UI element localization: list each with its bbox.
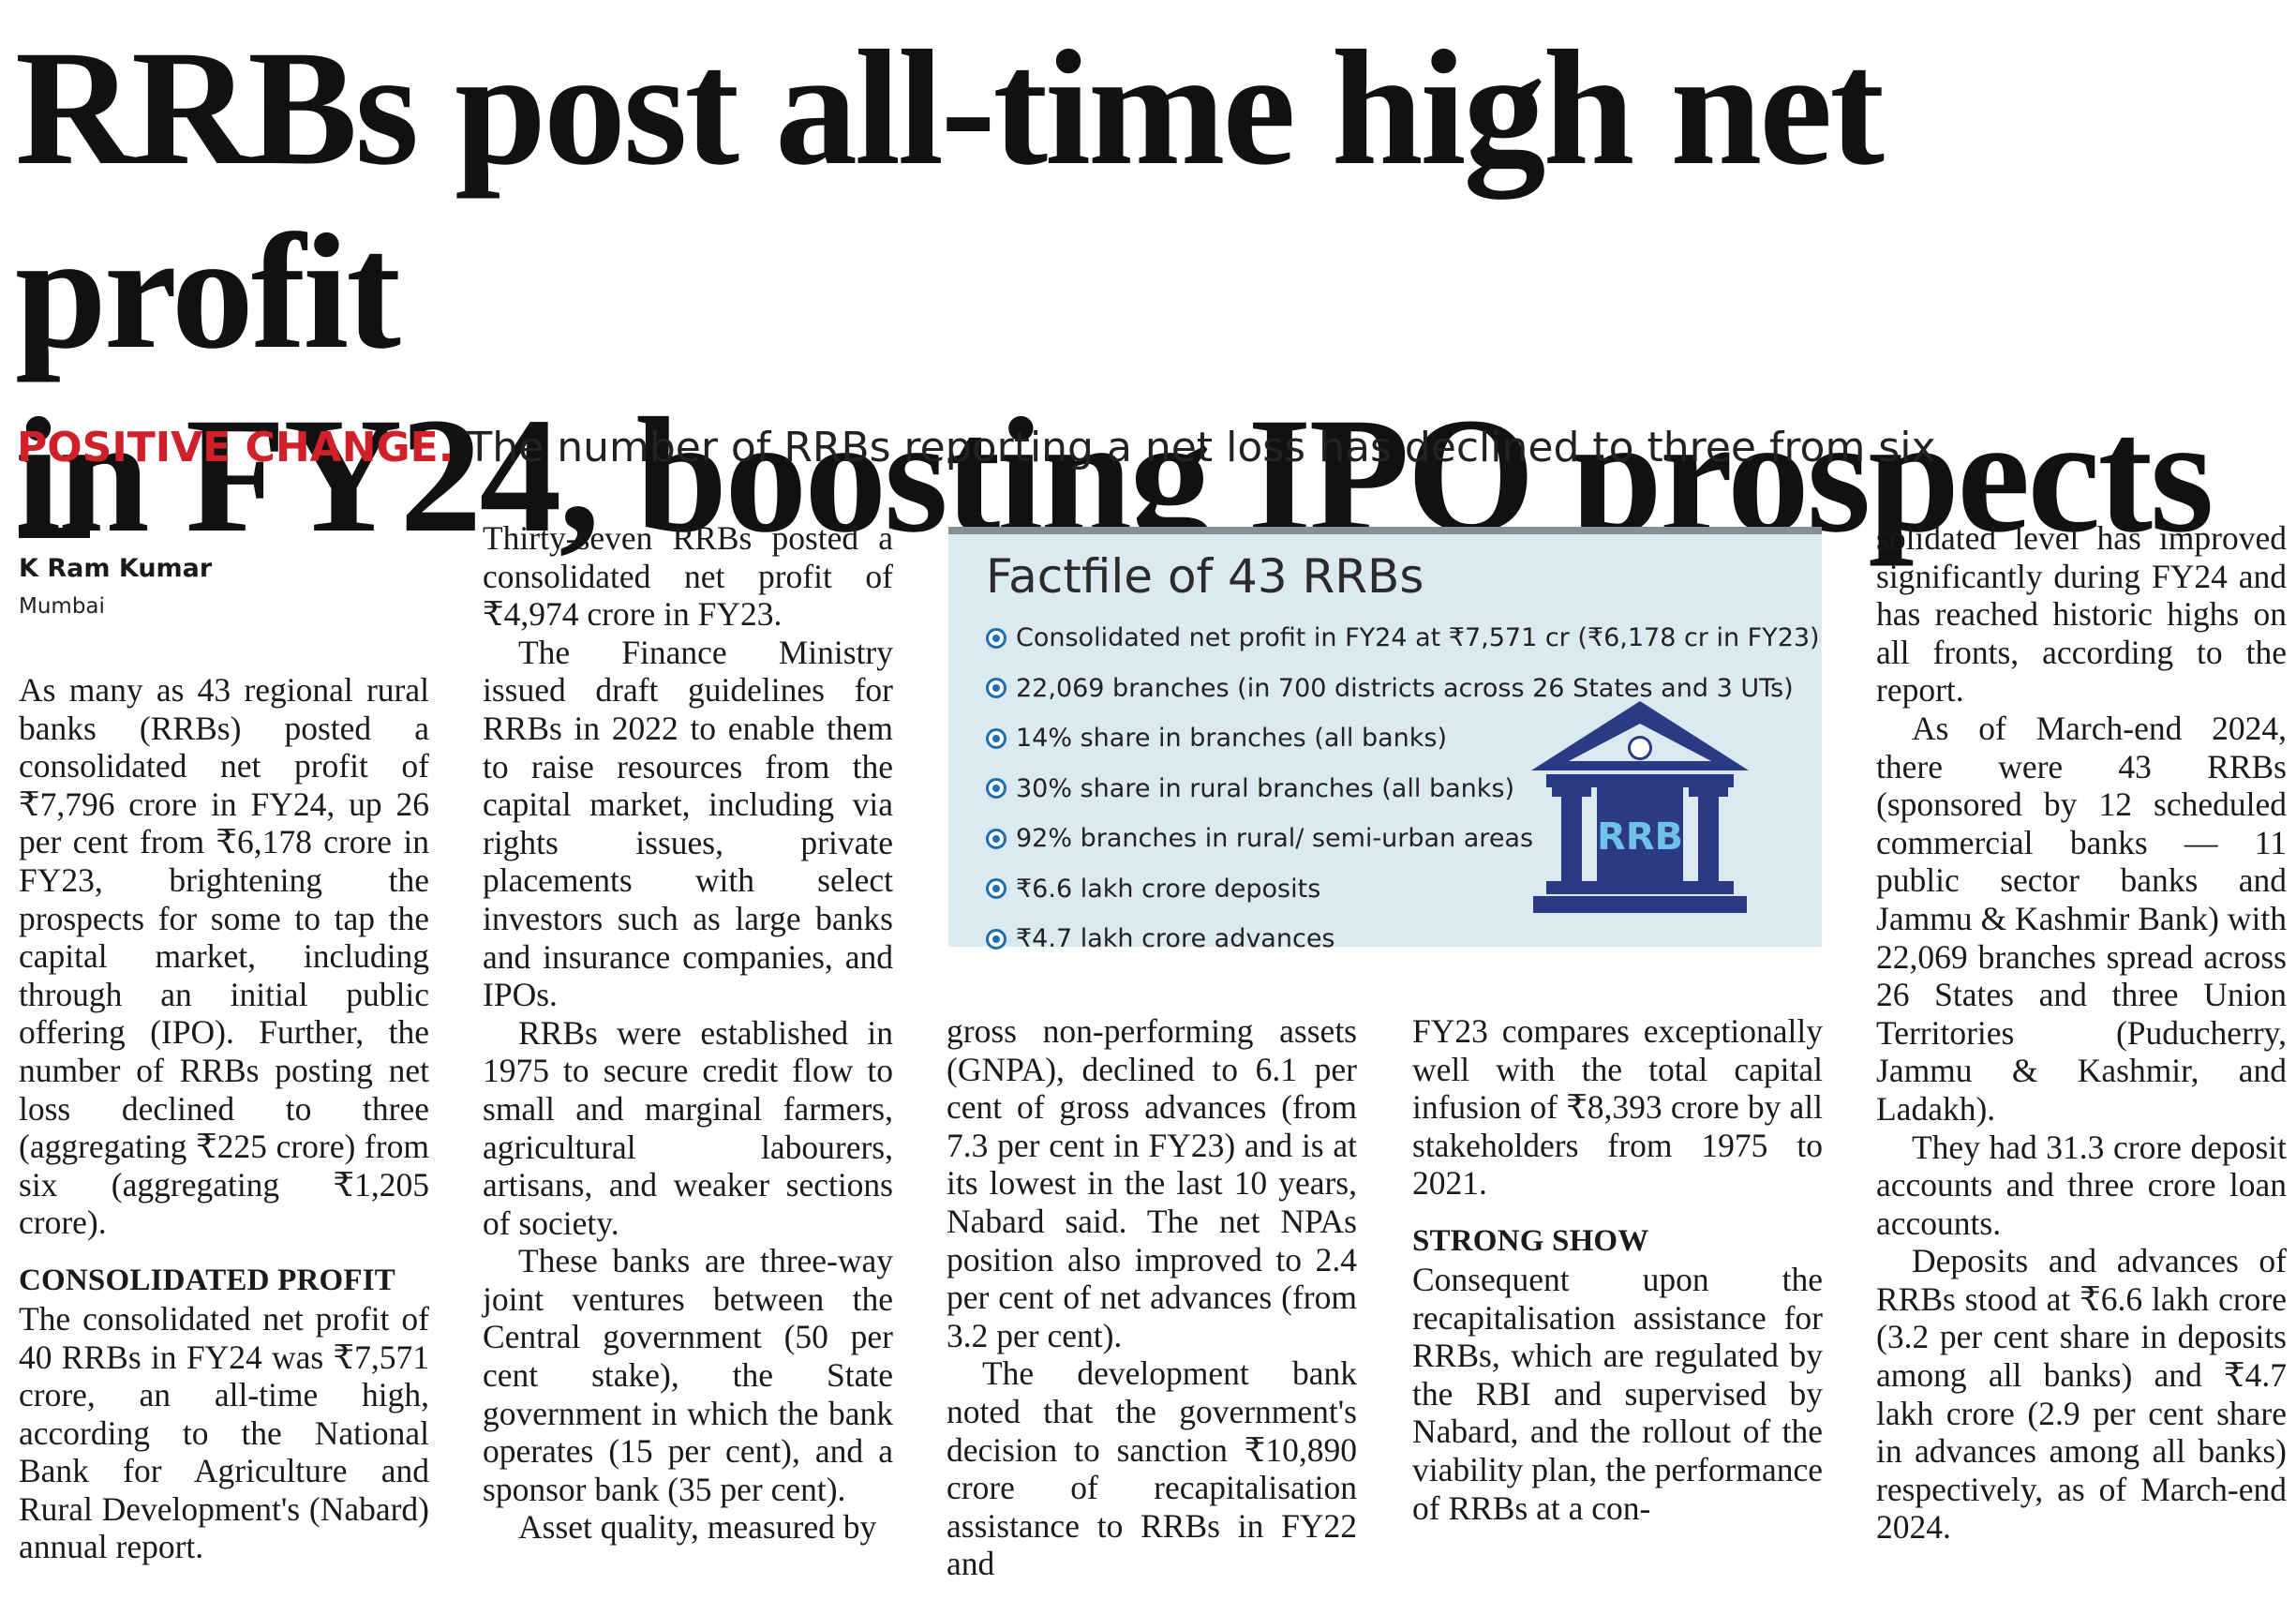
factfile-item-text: Consolidated net profit in FY24 at ₹7,57… — [1016, 623, 1820, 652]
section-heading: STRONG SHOW — [1412, 1223, 1649, 1258]
section-heading: CONSOLIDATED PROFIT — [19, 1263, 395, 1297]
article-column-1: As many as 43 regional rural banks (RRBs… — [19, 671, 429, 1566]
paragraph: solidated level has improved significant… — [1876, 519, 2287, 710]
bullet-icon — [986, 678, 1006, 699]
paragraph: As many as 43 regional rural banks (RRBs… — [19, 671, 429, 1242]
factfile-item: 92% branches in rural/ semi-urban areas — [986, 814, 1820, 864]
paragraph: They had 31.3 crore deposit accounts and… — [1876, 1128, 2287, 1242]
subheadline: POSITIVE CHANGE. The number of RRBs repo… — [17, 422, 2285, 474]
factfile-item: 30% share in rural branches (all banks) — [986, 764, 1820, 815]
factfile-item: 14% share in branches (all banks) — [986, 713, 1820, 764]
article-column-3: gross non-performing assets (GNPA), decl… — [947, 1012, 1357, 1583]
factfile-item-text: 22,069 branches (in 700 districts across… — [1016, 673, 1794, 703]
byline-place: Mumbai — [19, 594, 105, 619]
bullet-icon — [986, 778, 1006, 800]
bank-building-icon: RRB — [1531, 701, 1749, 913]
factfile-box: Factfile of 43 RRBs Consolidated net pro… — [948, 527, 1822, 953]
paragraph: RRBs were established in 1975 to secure … — [483, 1013, 893, 1242]
headline-line-1: RRBs post all-time high net profit — [15, 17, 1885, 383]
paragraph: The Finance Ministry issued draft guidel… — [483, 633, 893, 1014]
bullet-icon — [986, 878, 1006, 900]
headline: RRBs post all-time high net profit in FY… — [15, 17, 2283, 568]
paragraph: Consequent upon the recapitalisation ass… — [1412, 1260, 1823, 1527]
article-column-2: Thirty-seven RRBs posted a consolidated … — [483, 519, 893, 1547]
subhead-kicker: POSITIVE CHANGE. — [17, 424, 455, 471]
factfile-item: Consolidated net profit in FY24 at ₹7,57… — [986, 613, 1820, 664]
bullet-icon — [986, 627, 1006, 649]
factfile-item-text: 92% branches in rural/ semi-urban areas — [1016, 824, 1534, 853]
subhead-text: The number of RRBs reporting a net loss … — [454, 424, 1936, 471]
byline-author: K Ram Kumar — [19, 554, 213, 583]
byline-rule — [19, 528, 90, 538]
article-column-4: FY23 compares exceptionally well with th… — [1412, 1012, 1823, 1527]
factfile-item: ₹4.7 lakh crore advances — [986, 914, 1820, 964]
paragraph: Asset quality, measured by — [518, 1508, 877, 1547]
factfile-item-text: ₹4.7 lakh crore advances — [1016, 924, 1335, 953]
paragraph: The consolidated net profit of 40 RRBs i… — [19, 1299, 429, 1566]
factfile-item: 22,069 branches (in 700 districts across… — [986, 664, 1820, 714]
bullet-icon — [986, 828, 1006, 849]
factfile-item-text: 30% share in rural branches (all banks) — [1016, 773, 1514, 803]
factfile-title: Factfile of 43 RRBs — [986, 549, 1424, 604]
paragraph: As of March-end 2024, there were 43 RRBs… — [1876, 709, 2287, 1128]
paragraph: Deposits and advances of RRBs stood at ₹… — [1876, 1242, 2287, 1547]
paragraph: Thirty-seven RRBs posted a consolidated … — [483, 519, 893, 634]
bullet-icon — [986, 928, 1006, 950]
factfile-item-text: 14% share in branches (all banks) — [1016, 724, 1448, 753]
paragraph: The development bank noted that the gove… — [947, 1354, 1357, 1583]
bullet-icon — [986, 727, 1006, 749]
factfile-list: Consolidated net profit in FY24 at ₹7,57… — [986, 613, 1820, 964]
paragraph: FY23 compares exceptionally well with th… — [1412, 1012, 1823, 1203]
factfile-item: ₹6.6 lakh crore deposits — [986, 864, 1820, 915]
bank-icon-label: RRB — [1597, 815, 1683, 859]
article-column-5: solidated level has improved significant… — [1876, 519, 2287, 1547]
paragraph: These banks are three-way joint ventures… — [483, 1242, 893, 1508]
factfile-item-text: ₹6.6 lakh crore deposits — [1016, 874, 1321, 904]
paragraph: gross non-performing assets (GNPA), decl… — [947, 1012, 1357, 1354]
